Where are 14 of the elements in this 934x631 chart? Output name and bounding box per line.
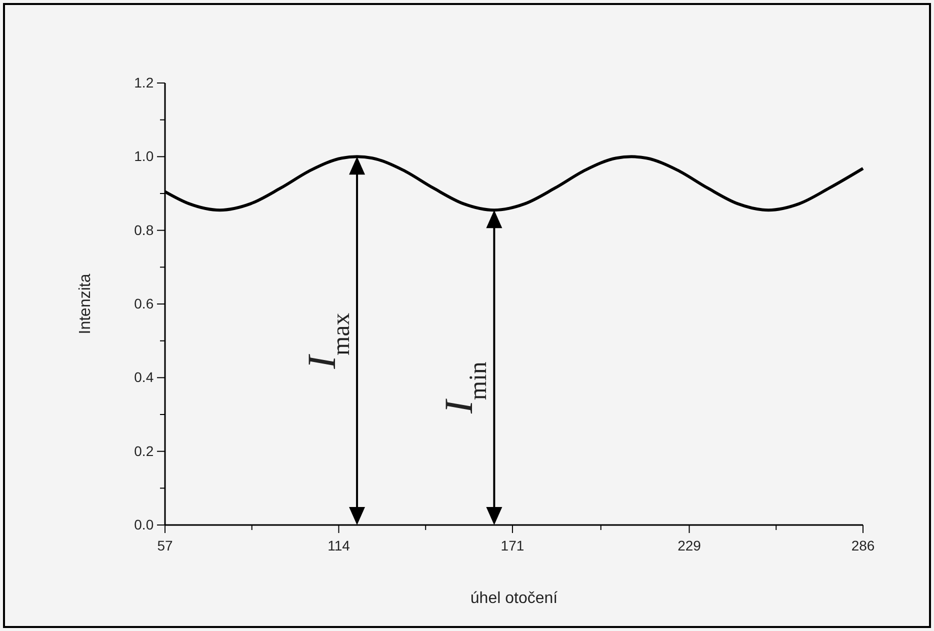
y-tick-label: 0.6 <box>134 295 154 312</box>
x-tick-label: 171 <box>500 537 524 554</box>
x-tick-label: 229 <box>678 537 702 554</box>
x-tick-label: 286 <box>851 537 875 554</box>
y-tick-label: 0.2 <box>134 442 154 459</box>
y-tick-label: 0.0 <box>134 516 154 532</box>
y-tick-label: 1.0 <box>134 148 154 164</box>
y-tick-label: 0.4 <box>134 369 154 386</box>
x-tick-label: 114 <box>328 537 350 554</box>
y-tick-label: 0.8 <box>134 222 154 238</box>
y-axis-title: Intenzita <box>77 274 94 334</box>
y-tick-label: 1.2 <box>134 74 154 90</box>
x-tick-label: 57 <box>157 537 173 554</box>
x-axis-title: úhel otočení <box>470 590 558 607</box>
